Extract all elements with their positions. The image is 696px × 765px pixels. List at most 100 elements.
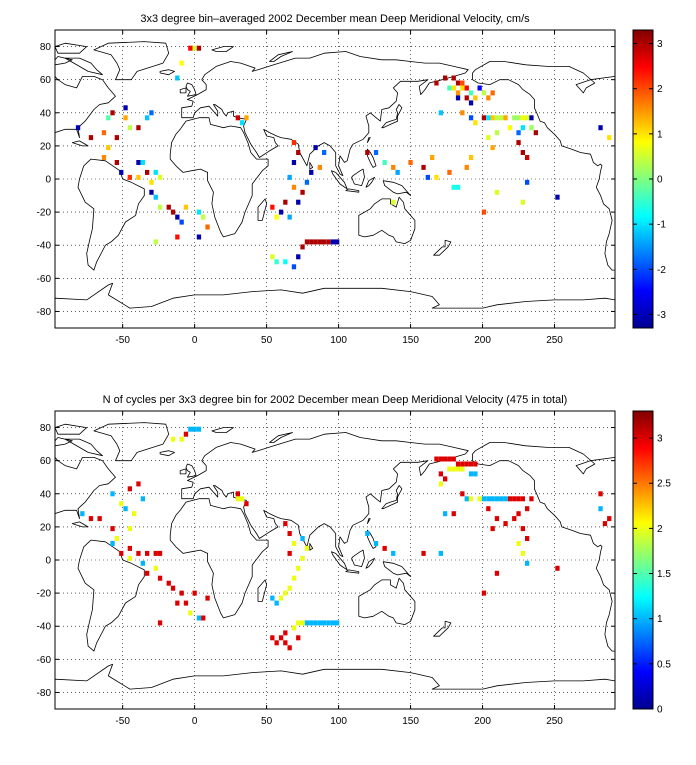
bin-cell (196, 45, 202, 51)
bin-cell (140, 496, 145, 502)
bin-cell (516, 130, 521, 136)
colorbar-tick-label: 0 (657, 175, 663, 186)
bin-cell (529, 125, 534, 131)
bin-cell (119, 550, 124, 556)
coastline-21 (211, 427, 234, 433)
coastline-24 (55, 56, 73, 66)
velocity-chart-title: 3x3 degree bin–averaged 2002 December me… (140, 13, 530, 25)
bin-cell (140, 560, 145, 566)
coastline-11 (331, 170, 348, 190)
bin-cell (317, 620, 322, 626)
bin-cell (490, 145, 495, 151)
bin-cell (382, 160, 387, 165)
bin-cell (170, 585, 176, 591)
bin-cell (455, 95, 461, 101)
bin-cell (438, 481, 443, 487)
bin-cell (110, 541, 115, 546)
bin-cell (114, 135, 119, 141)
bin-cell (520, 496, 525, 502)
bin-cell (300, 620, 305, 626)
y-tick-label: -80 (37, 688, 52, 699)
y-tick-label: -60 (37, 655, 52, 666)
coastline-26 (472, 61, 615, 271)
bin-cell (516, 115, 521, 121)
bin-cell (490, 496, 495, 502)
bin-cell (291, 625, 297, 631)
x-tick-label: 100 (330, 335, 347, 346)
bin-cell (464, 164, 469, 170)
bin-cell (114, 160, 119, 165)
bin-cell (455, 184, 461, 190)
bin-cell (235, 496, 240, 502)
bin-cell (157, 550, 163, 556)
bin-cell (408, 160, 413, 165)
x-tick-label: 200 (474, 716, 491, 727)
coastline-16 (367, 518, 371, 524)
bin-cell (460, 461, 465, 467)
bin-cell (464, 85, 469, 91)
bin-cell (291, 184, 297, 190)
bin-cell (136, 174, 141, 180)
bin-cell (447, 85, 452, 91)
bin-cell (296, 565, 301, 571)
x-tick-label: 50 (261, 716, 273, 727)
coastline-24 (55, 437, 73, 447)
colorbar-tick-label: 3 (657, 434, 663, 445)
bin-cell (140, 160, 145, 165)
bin-cell (278, 595, 284, 601)
bin-cell (192, 590, 197, 596)
bin-cell (313, 239, 318, 245)
y-tick-label: 80 (40, 423, 52, 434)
bin-cell (473, 471, 478, 477)
x-tick-label: -50 (115, 716, 130, 727)
y-tick-label: 40 (40, 489, 52, 500)
x-tick-label: 150 (402, 716, 419, 727)
bin-cell (516, 496, 521, 502)
bin-cell (468, 90, 474, 96)
bin-cell (460, 110, 465, 116)
bin-cell (123, 115, 128, 121)
bin-cell (196, 426, 202, 432)
coastline-2 (77, 158, 145, 271)
bin-cell (235, 491, 240, 497)
bin-cell (304, 620, 310, 626)
bin-cell (443, 75, 448, 81)
bin-cell (192, 45, 197, 51)
bin-cell (438, 456, 443, 462)
bin-cell (468, 471, 474, 477)
coastline-9 (381, 485, 403, 510)
bin-cell (516, 511, 521, 517)
y-tick-label: 60 (40, 75, 52, 86)
coastline-11 (331, 551, 348, 571)
bin-cell (494, 570, 500, 576)
coastline-5 (257, 198, 267, 221)
bin-cell (326, 620, 331, 626)
bin-cell (447, 466, 452, 472)
x-tick-label: 0 (192, 335, 198, 346)
coastline-7 (185, 463, 197, 478)
bin-cell (88, 516, 94, 522)
bin-cell (145, 169, 150, 175)
coastline-12 (345, 569, 360, 574)
bin-cell (127, 174, 132, 180)
coastline-6 (358, 577, 416, 625)
coastline-13 (365, 557, 375, 569)
bin-cell (494, 115, 500, 121)
bin-cell (481, 496, 487, 502)
bin-cell (291, 160, 297, 165)
bin-cell (494, 496, 500, 502)
bin-cell (391, 164, 396, 170)
bin-cell (520, 150, 525, 155)
coastline-0 (55, 457, 116, 533)
bin-cell (434, 80, 439, 86)
bin-cell (287, 174, 292, 180)
coastline-16 (367, 137, 371, 143)
colorbar-tick-label: 1.5 (657, 569, 671, 580)
coastline-9 (381, 104, 403, 129)
bin-cell (451, 466, 456, 472)
bin-cell (434, 456, 439, 462)
bin-cell (507, 496, 513, 502)
bin-cell (443, 456, 448, 462)
bin-cell (451, 184, 456, 190)
colorbar-tick-label: 1 (657, 129, 663, 140)
